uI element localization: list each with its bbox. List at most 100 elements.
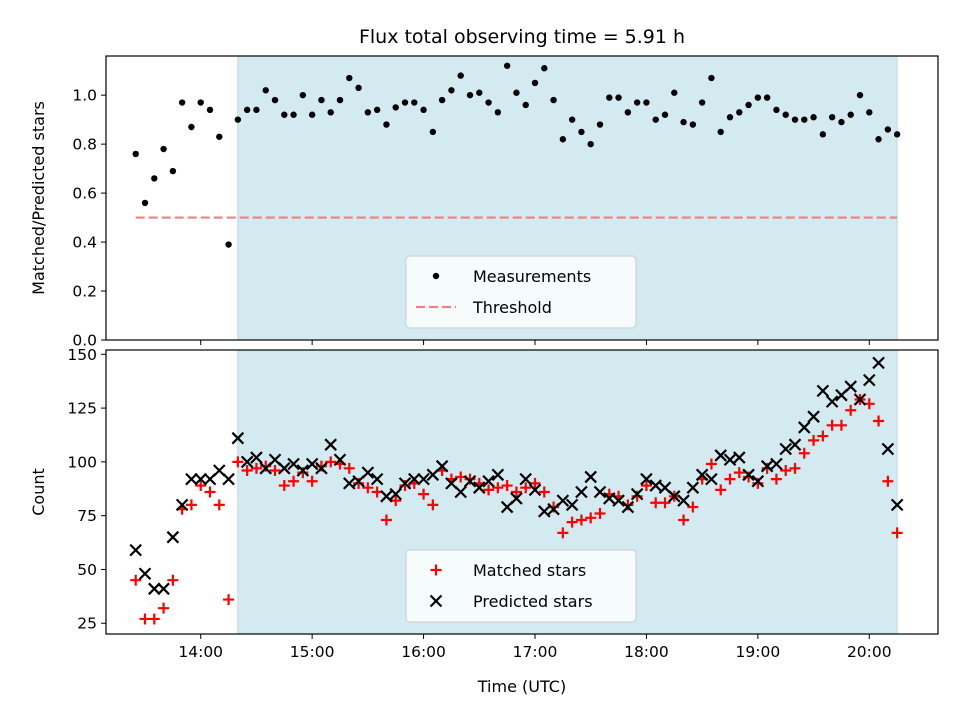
measurement-point — [327, 109, 334, 116]
predicted-star-point — [593, 485, 607, 499]
predicted-star-point — [519, 472, 532, 486]
matched-star-point — [278, 480, 290, 492]
measurement-point — [866, 109, 873, 116]
predicted-star-point — [668, 490, 681, 503]
matched-star-point — [362, 482, 374, 494]
predicted-star-point — [194, 472, 207, 486]
predicted-star-point — [751, 474, 765, 488]
matched-star-point — [241, 464, 253, 476]
predicted-star-point — [677, 494, 690, 507]
matched-star-point — [826, 419, 838, 431]
measurement-point — [401, 99, 409, 106]
measurement-point — [615, 94, 622, 101]
y-tick-label: 125 — [67, 400, 97, 418]
predicted-star-point — [853, 393, 867, 406]
measurement-point — [875, 136, 882, 143]
x-tick-label: 18:00 — [624, 643, 669, 661]
predicted-star-point — [538, 505, 551, 518]
measurement-point — [828, 114, 836, 121]
predicted-star-point — [612, 494, 625, 507]
predicted-star-point — [324, 438, 337, 451]
predicted-star-point — [760, 459, 774, 473]
predicted-star-point — [491, 468, 505, 482]
measurement-point — [364, 109, 372, 116]
measurement-point — [819, 131, 827, 138]
ratio-series-0 — [132, 62, 901, 248]
measurement-point — [893, 131, 901, 138]
measurement-point — [318, 96, 325, 104]
measurement-point — [411, 99, 418, 106]
measurement-point — [513, 89, 520, 96]
x-tick-label: 19:00 — [736, 643, 781, 661]
y-tick-label: 0.0 — [72, 332, 97, 350]
ratio-legend: Measurements Threshold — [405, 255, 637, 329]
matched-star-point — [380, 514, 392, 526]
matched-star-point — [678, 514, 690, 526]
measurement-point — [773, 106, 780, 114]
measurement-point — [355, 84, 362, 92]
legend-label: Threshold — [472, 298, 552, 317]
measurement-point — [494, 109, 502, 116]
measurement-point — [132, 150, 139, 158]
x-axis-label: Time (UTC) — [477, 677, 566, 696]
y-tick-label: 0.6 — [72, 185, 97, 203]
measurement-point — [346, 74, 353, 82]
predicted-star-point — [417, 472, 430, 486]
measurement-point — [522, 101, 529, 109]
matched-star-point — [306, 475, 318, 487]
predicted-star-point — [742, 468, 755, 482]
measurement-point — [308, 111, 316, 118]
predicted-star-point — [138, 567, 152, 581]
matched-star-point — [845, 404, 857, 416]
measurement-point — [624, 109, 632, 116]
measurement-point — [476, 89, 483, 96]
measurement-point — [568, 116, 576, 123]
count-axes-frame — [105, 349, 939, 635]
matched-star-point — [566, 516, 578, 528]
measurement-point — [856, 91, 864, 99]
matched-star-point — [520, 482, 532, 494]
measurement-point — [791, 116, 799, 123]
matched-star-point — [418, 488, 430, 500]
matched-star-point — [789, 462, 801, 474]
predicted-star-point — [565, 498, 579, 512]
predicted-star-point — [621, 500, 635, 514]
predicted-star-point — [714, 449, 727, 462]
legend-marker-plus — [430, 564, 442, 576]
predicted-star-point — [510, 492, 523, 505]
ratio-panel: 0.0 0.2 0.4 0.6 0.8 1.0 Matched/Predicted star… — [29, 55, 939, 350]
matched-star-point — [195, 480, 207, 492]
matched-star-point — [724, 473, 736, 485]
measurement-point — [754, 94, 762, 101]
measurement-point — [531, 79, 539, 87]
predicted-star-point — [844, 380, 857, 393]
measurement-point — [243, 106, 251, 114]
matched-star-point — [501, 480, 513, 492]
predicted-star-point — [166, 530, 180, 544]
legend-box — [405, 549, 637, 623]
matched-star-point — [538, 486, 550, 498]
y-tick-label: 0.4 — [72, 234, 97, 252]
measurement-point — [225, 241, 232, 248]
count-y-axis-label: Count — [29, 468, 48, 516]
matched-star-point — [733, 467, 745, 479]
predicted-star-point — [649, 479, 662, 492]
x-tick-label: 17:00 — [513, 643, 558, 661]
count-series-1 — [129, 356, 904, 596]
measurement-point — [606, 94, 613, 101]
matched-star-point — [269, 464, 281, 476]
predicted-star-point — [584, 470, 597, 484]
measurement-point — [290, 111, 297, 118]
legend-marker-dot — [432, 272, 440, 280]
measurement-point — [420, 106, 427, 114]
measurement-point — [169, 167, 177, 175]
predicted-star-point — [296, 464, 310, 477]
measurement-point — [689, 121, 697, 128]
predicted-star-point — [473, 481, 486, 494]
measurement-point — [643, 99, 650, 106]
predicted-star-point — [148, 582, 161, 596]
measurement-point — [782, 111, 789, 118]
predicted-star-point — [343, 477, 356, 490]
predicted-star-point — [630, 487, 644, 501]
predicted-star-point — [185, 472, 198, 486]
